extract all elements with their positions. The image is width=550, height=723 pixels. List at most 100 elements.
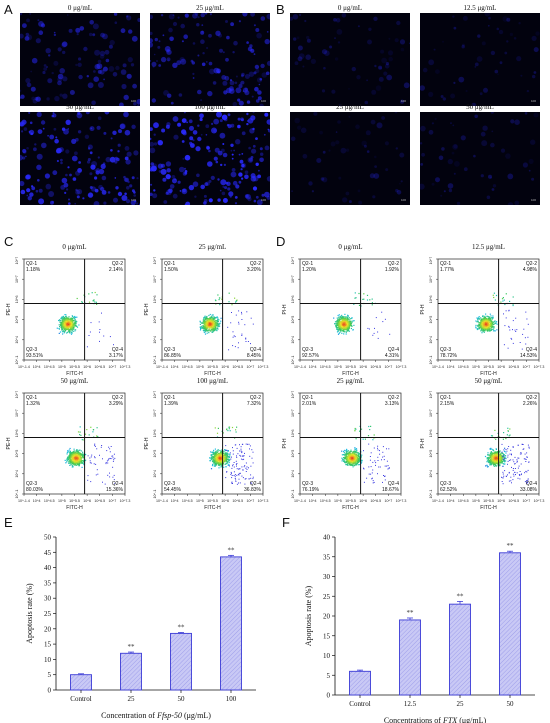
nucleus-dot: [36, 153, 43, 160]
nucleus-dot: [170, 101, 174, 105]
event-dot: [68, 451, 70, 453]
event-dot: [209, 317, 211, 319]
event-dot: [59, 319, 61, 321]
nucleus-dot: [64, 191, 67, 194]
nucleus-dot: [225, 181, 229, 185]
event-dot: [90, 322, 92, 324]
event-dot: [358, 304, 361, 306]
scale-bar-label: 100: [530, 198, 536, 202]
event-dot: [487, 317, 489, 319]
event-dot: [245, 478, 247, 480]
x-axis-label: FITC-H: [204, 371, 221, 377]
event-dot: [240, 450, 242, 452]
event-dot: [213, 454, 215, 456]
flow-c-caption: 0 μg/mL: [62, 243, 87, 251]
nucleus-dot: [374, 64, 377, 68]
event-dot: [77, 452, 79, 454]
event-dot: [341, 316, 343, 318]
event-dot: [60, 322, 62, 325]
event-dot: [346, 463, 348, 465]
y-tick-label: 10^-1: [15, 490, 19, 499]
event-dot: [69, 455, 71, 457]
nucleus-dot: [197, 89, 202, 95]
event-dot: [56, 327, 58, 329]
event-dot: [74, 464, 76, 466]
nucleus-dot: [192, 181, 199, 187]
event-dot: [76, 316, 78, 318]
quadrant-label: Q2-1: [440, 261, 451, 267]
nucleus-dot: [209, 68, 215, 75]
nucleus-dot: [337, 41, 341, 44]
event-dot: [217, 450, 219, 452]
event-dot: [205, 325, 207, 327]
event-dot: [205, 318, 207, 320]
event-dot: [229, 455, 231, 457]
nucleus-dot: [361, 140, 367, 147]
nucleus-dot: [403, 82, 410, 89]
event-dot: [214, 457, 216, 459]
event-dot: [487, 322, 490, 324]
event-dot: [249, 455, 251, 457]
event-dot: [68, 322, 70, 324]
event-dot: [213, 324, 215, 326]
event-dot: [215, 323, 217, 325]
nucleus-dot: [340, 147, 347, 154]
nucleus-dot: [53, 60, 59, 66]
event-dot: [491, 317, 493, 319]
event-dot: [243, 458, 245, 460]
event-dot: [76, 460, 78, 462]
nucleus-dot: [208, 149, 211, 153]
event-dot: [217, 323, 220, 325]
event-dot: [224, 463, 226, 465]
event-dot: [244, 478, 246, 480]
nucleus-dot: [450, 93, 456, 99]
nucleus-dot: [181, 118, 187, 123]
nucleus-dot: [222, 185, 225, 188]
nucleus-dot: [385, 168, 389, 172]
event-dot: [338, 320, 341, 322]
event-dot: [69, 450, 72, 452]
event-dot: [252, 478, 254, 480]
event-dot: [220, 458, 222, 460]
nucleus-dot: [251, 148, 257, 154]
event-dot: [206, 324, 208, 326]
event-dot: [64, 322, 67, 325]
event-dot: [241, 452, 243, 454]
event-dot: [86, 346, 88, 348]
event-dot: [246, 468, 248, 470]
y-tick-label: 20: [44, 625, 52, 633]
nucleus-dot: [166, 57, 171, 62]
event-dot: [490, 322, 492, 324]
nucleus-dot: [506, 40, 509, 43]
nucleus-dot: [266, 31, 269, 33]
nucleus-dot: [221, 148, 225, 153]
x-axis-label: FITC-H: [480, 371, 497, 377]
event-dot: [91, 454, 93, 456]
event-dot: [228, 459, 230, 461]
event-dot: [486, 326, 488, 328]
nucleus-dot: [166, 48, 170, 53]
event-dot: [204, 319, 206, 321]
flow-d-plot: Q2-12.01%Q2-23.13%Q2-376.19%Q2-418.67%10…: [282, 391, 406, 511]
event-dot: [231, 304, 233, 306]
event-dot: [357, 464, 359, 466]
event-dot: [72, 317, 74, 319]
event-dot: [207, 325, 209, 327]
event-dot: [205, 327, 207, 329]
nucleus-dot: [528, 169, 531, 172]
event-dot: [62, 318, 64, 320]
event-dot: [212, 331, 214, 333]
nucleus-dot: [56, 159, 60, 163]
nucleus-dot: [150, 192, 153, 196]
event-dot: [482, 320, 484, 322]
nucleus-dot: [239, 82, 242, 84]
event-dot: [487, 330, 489, 332]
nucleus-dot: [77, 168, 82, 173]
quadrant-label: 3.20%: [247, 267, 262, 273]
y-tick-label: 10^7: [15, 275, 19, 283]
event-dot: [74, 317, 76, 319]
event-dot: [353, 303, 355, 305]
event-dot: [477, 319, 479, 321]
event-dot: [213, 316, 215, 318]
nucleus-dot: [206, 146, 210, 150]
